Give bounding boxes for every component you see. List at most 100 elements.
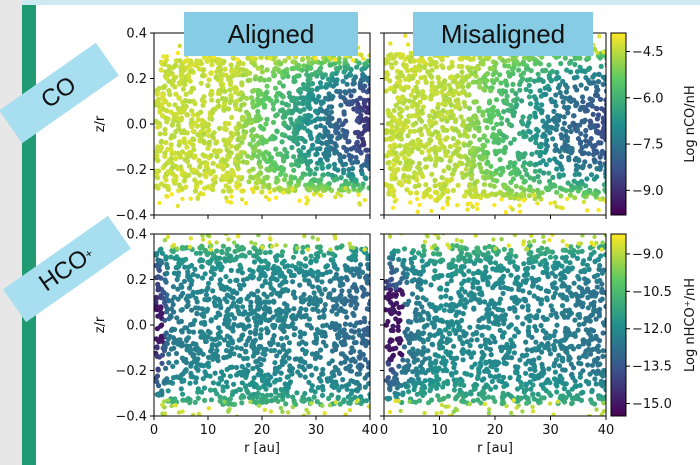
scatter-point: [465, 83, 471, 89]
scatter-point: [321, 252, 327, 258]
scatter-point: [346, 364, 352, 370]
scatter-point: [429, 208, 434, 214]
scatter-point: [209, 62, 215, 68]
scatter-point: [552, 142, 559, 148]
scatter-point: [367, 166, 370, 172]
scatter-point: [182, 264, 188, 270]
scatter-point: [190, 142, 196, 148]
scatter-point: [258, 335, 264, 341]
scatter-point: [217, 302, 223, 308]
scatter-point: [436, 182, 443, 188]
scatter-point: [435, 101, 441, 107]
scatter-point: [355, 364, 361, 370]
scatter-point: [163, 177, 169, 183]
scatter-point: [361, 100, 367, 107]
scatter-point: [467, 56, 473, 62]
scatter-point: [209, 97, 215, 103]
scatter-point: [387, 111, 393, 117]
scatter-point: [252, 62, 258, 68]
scatter-point: [318, 123, 324, 129]
scatter-point: [362, 123, 368, 129]
scatter-point: [587, 141, 593, 147]
scatter-point: [537, 61, 544, 67]
scatter-point: [187, 293, 193, 299]
scatter-point: [201, 67, 207, 73]
scatter-point: [517, 209, 523, 214]
scatter-point: [187, 400, 193, 406]
scatter-point: [298, 151, 304, 157]
scatter-point: [224, 147, 230, 153]
scatter-point: [564, 84, 570, 91]
scatter-point: [444, 135, 450, 141]
scatter-point: [539, 102, 545, 108]
scatter-point: [384, 181, 389, 188]
scatter-point: [236, 174, 242, 181]
scatter-point: [162, 238, 168, 243]
scatter-point: [474, 202, 480, 207]
scatter-point: [168, 156, 174, 162]
scatter-point: [422, 156, 429, 162]
scatter-point: [473, 73, 479, 79]
scatter-point: [224, 195, 229, 200]
scatter-point: [158, 333, 164, 339]
scatter-point: [195, 273, 201, 279]
scatter-point: [527, 101, 534, 107]
scatter-point: [594, 174, 600, 180]
scatter-point: [168, 254, 174, 260]
scatter-point: [227, 407, 232, 412]
scatter-point: [285, 385, 291, 391]
scatter-point: [235, 137, 241, 143]
scatter-point: [370, 112, 375, 117]
scatter-point: [175, 50, 180, 56]
scatter-point: [385, 59, 391, 65]
scatter-point: [286, 355, 292, 361]
scatter-point: [484, 138, 490, 144]
scatter-point: [495, 140, 501, 146]
scatter-point: [200, 376, 206, 382]
scatter-point: [518, 79, 524, 85]
scatter-point: [264, 90, 270, 96]
scatter-point: [243, 324, 249, 330]
scatter-point: [554, 166, 560, 172]
scatter-point: [256, 139, 263, 145]
scatter-point: [363, 342, 369, 349]
scatter-point: [357, 202, 363, 207]
scatter-point: [278, 405, 284, 411]
scatter-point: [235, 57, 240, 62]
scatter-point: [202, 172, 208, 178]
scatter-point: [167, 91, 173, 97]
scatter-point: [346, 181, 352, 187]
scatter-point: [468, 168, 474, 174]
scatter-point: [283, 401, 289, 407]
scatter-point: [302, 263, 308, 269]
scatter-point: [406, 179, 412, 185]
scatter-point: [241, 150, 247, 156]
scatter-point: [321, 306, 328, 313]
scatter-point: [542, 133, 548, 139]
scatter-point: [267, 382, 273, 388]
scatter-point: [243, 200, 249, 206]
scatter-point: [389, 123, 395, 129]
scatter-point: [163, 57, 169, 63]
scatter-point: [526, 187, 532, 193]
scatter-point: [595, 123, 601, 129]
scatter-point: [334, 311, 340, 317]
scatter-point: [179, 284, 185, 290]
scatter-point: [280, 409, 285, 414]
scatter-point: [194, 170, 200, 176]
scatter-point: [596, 79, 602, 85]
scatter-point: [422, 123, 428, 129]
scatter-point: [603, 198, 606, 204]
scatter-point: [440, 101, 446, 107]
scatter-point: [473, 65, 479, 71]
scatter-point: [544, 143, 550, 149]
scatter-point: [248, 95, 255, 101]
scatter-point: [491, 80, 497, 86]
scatter-point: [182, 171, 188, 177]
scatter-point: [448, 102, 454, 108]
scatter-point: [292, 78, 298, 84]
scatter-point: [255, 154, 261, 160]
scatter-point: [327, 134, 333, 140]
scatter-point: [371, 104, 376, 109]
scatter-point: [327, 269, 333, 275]
